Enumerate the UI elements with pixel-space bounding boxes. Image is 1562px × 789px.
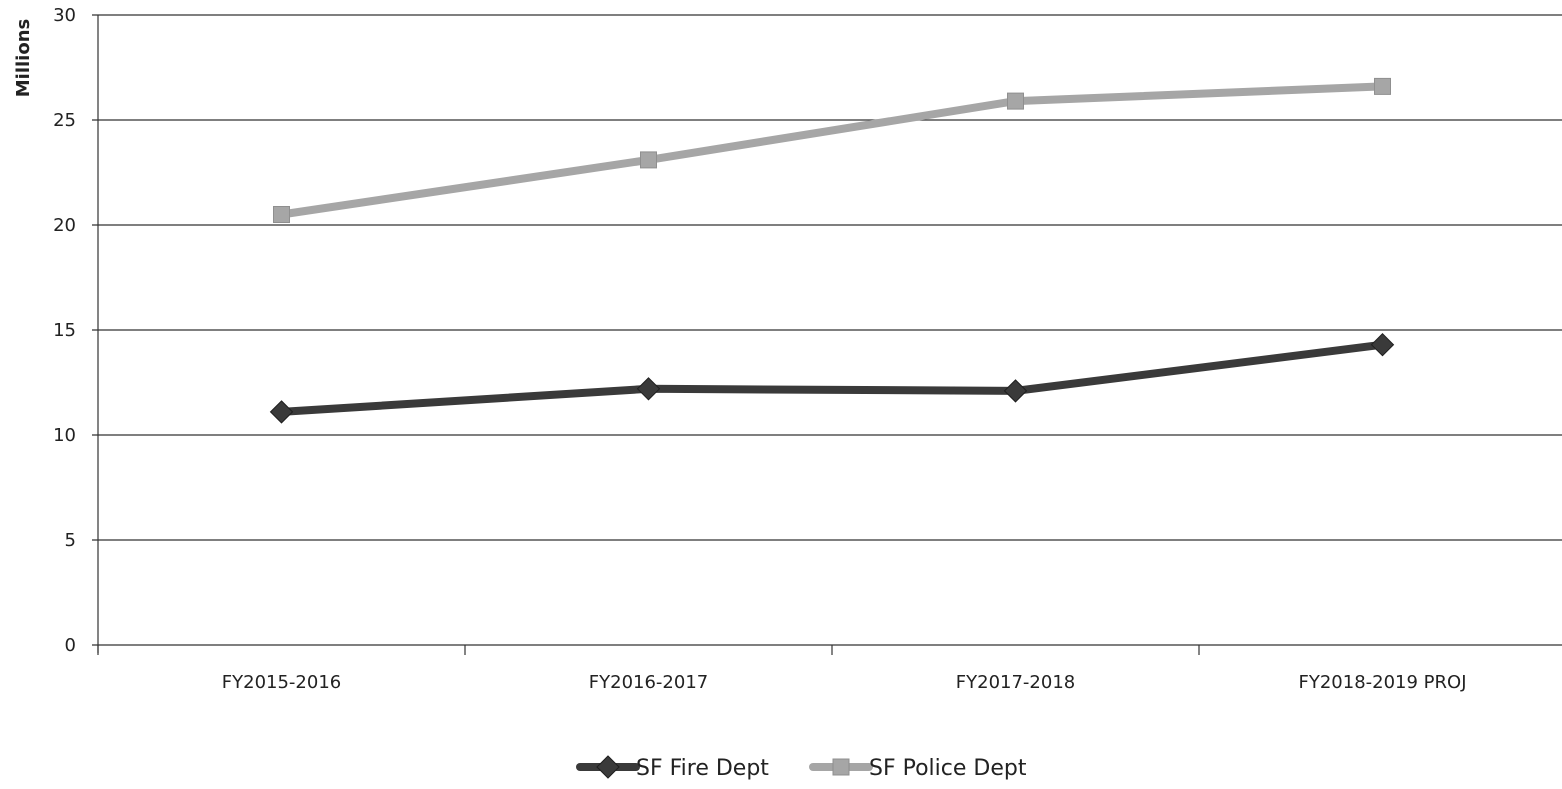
legend-label: SF Police Dept [869, 756, 1027, 781]
x-tick-label: FY2017-2018 [956, 672, 1075, 693]
legend-marker [832, 758, 850, 776]
series-fire-dept [269, 332, 1395, 424]
y-tick-label: 5 [65, 530, 76, 551]
x-tick-label: FY2015-2016 [222, 672, 341, 693]
y-tick-label: 15 [53, 320, 76, 341]
data-point [269, 400, 294, 424]
legend-item: SF Police Dept [809, 756, 1027, 781]
y-tick-label: 25 [53, 110, 76, 131]
gridlines [92, 14, 1562, 646]
y-axis-label: Millions [13, 19, 34, 98]
legend-marker [596, 755, 620, 779]
data-point [1003, 379, 1028, 403]
y-tick-label: 30 [53, 5, 76, 26]
y-tick-label: 20 [53, 215, 76, 236]
series-line [277, 82, 1387, 219]
legend-label: SF Fire Dept [636, 756, 769, 781]
x-tick-label: FY2016-2017 [589, 672, 708, 693]
y-tick-label: 0 [65, 635, 76, 656]
axes: 0 5 10 15 20 25 30 FY2015-2016 FY2016-2017 FY2017… [13, 5, 1467, 693]
data-point [640, 151, 657, 169]
data-point [1370, 332, 1395, 357]
data-point [1007, 92, 1024, 110]
legend-item: SF Fire Dept [576, 755, 769, 781]
series-police-dept [273, 77, 1391, 223]
series-line [277, 340, 1387, 416]
y-tick-label: 10 [53, 425, 76, 446]
series-lines [269, 77, 1395, 424]
x-tick-label: FY2018-2019 PROJ [1298, 672, 1466, 693]
data-point [1374, 77, 1391, 95]
data-point [636, 377, 661, 401]
legend: SF Fire Dept SF Police Dept [576, 755, 1027, 781]
data-point [273, 206, 290, 223]
